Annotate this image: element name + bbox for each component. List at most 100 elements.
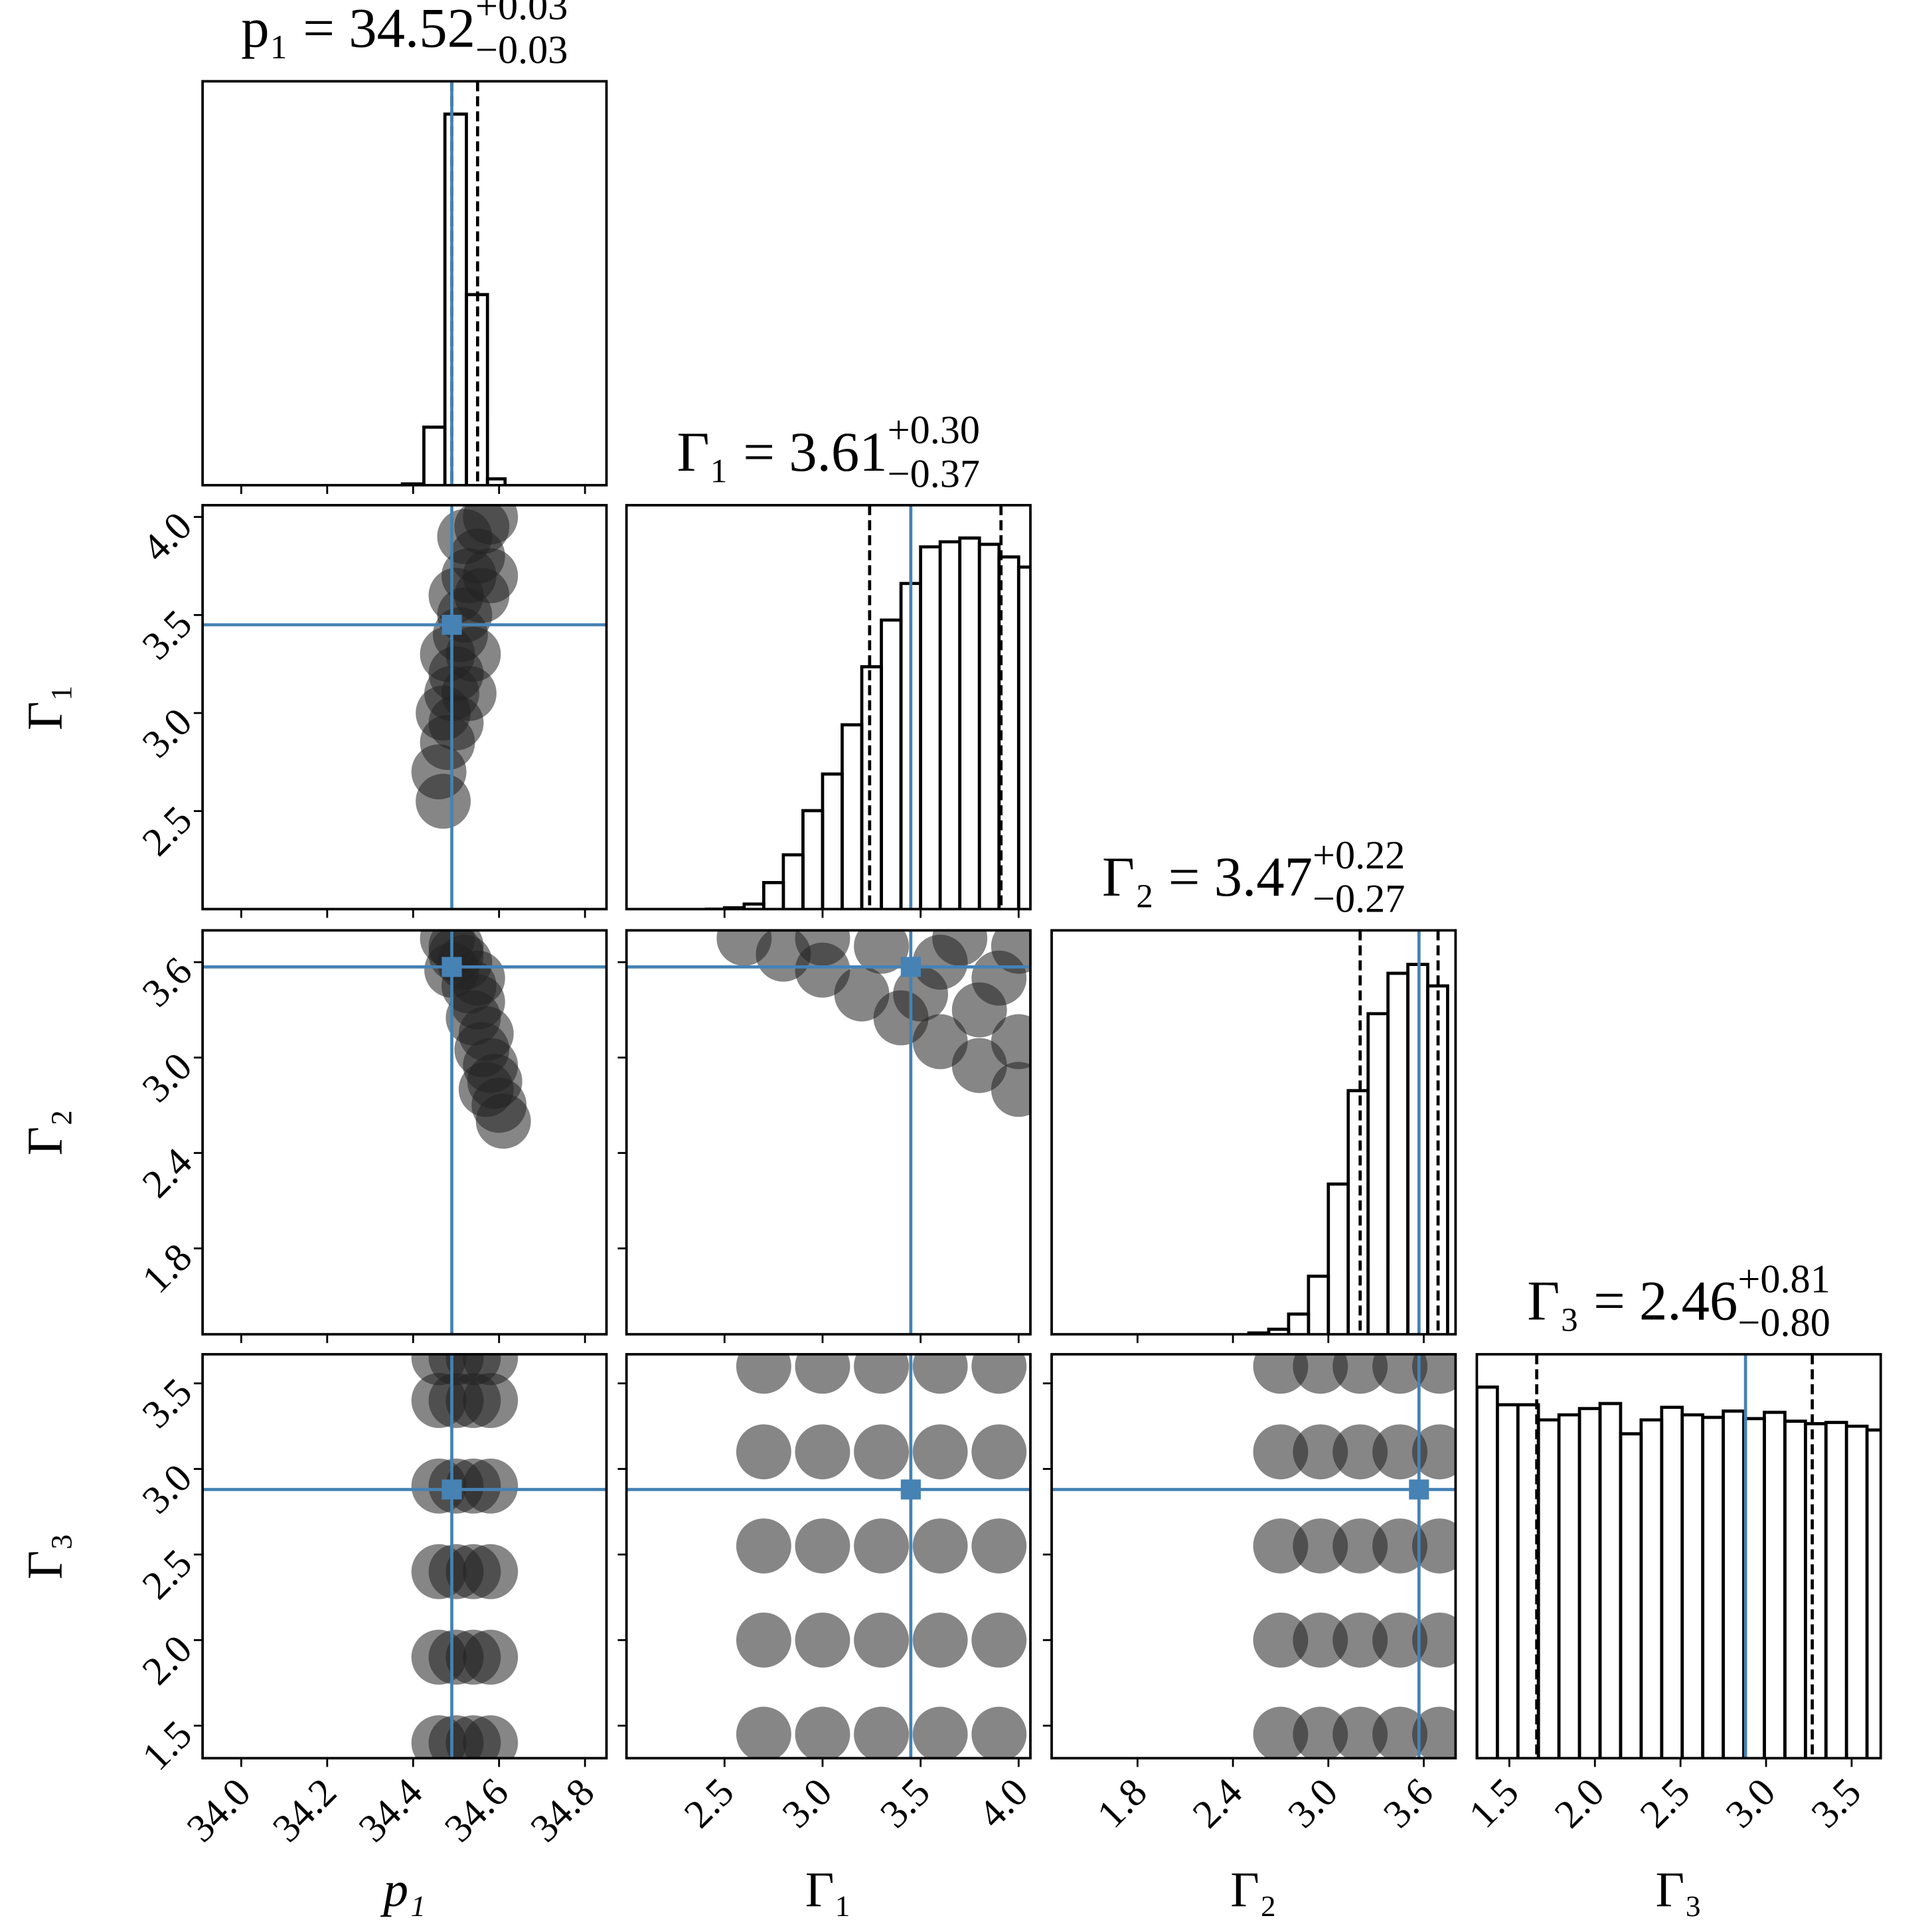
panel-title: Γ₂ = 3.47 xyxy=(1102,846,1313,908)
hist-bin xyxy=(1426,984,1449,1334)
hist-bin xyxy=(1701,1415,1725,1759)
hist-bin xyxy=(801,809,825,910)
panel-title: Γ₃ = 2.46 xyxy=(1527,1270,1737,1332)
panel-frame xyxy=(201,504,608,911)
panel-frame xyxy=(201,1352,608,1760)
hist-bin xyxy=(1287,1312,1311,1334)
sample-point xyxy=(854,1706,909,1759)
hist-bin xyxy=(1844,1424,1869,1759)
y-tick-label: 3.0 xyxy=(134,1455,201,1522)
panel xyxy=(202,505,607,910)
sample-point xyxy=(1293,1612,1348,1668)
y-axis-label: Γ₃ xyxy=(18,1533,73,1579)
hist-bin xyxy=(1366,1012,1390,1334)
hist-bin xyxy=(1346,1089,1370,1334)
sample-point xyxy=(971,1354,1027,1394)
x-axis-label: p₁ xyxy=(380,1862,426,1917)
panel-frame xyxy=(625,504,1032,911)
panel-frame xyxy=(201,80,608,487)
truth-marker xyxy=(1409,1479,1429,1500)
sample-point xyxy=(854,1424,909,1480)
y-tick-label: 2.0 xyxy=(134,1627,201,1694)
panel-frame xyxy=(201,929,608,1336)
hist-bin xyxy=(1307,1274,1330,1334)
hist-bin xyxy=(821,772,844,910)
sample-point xyxy=(795,1706,850,1759)
hist-bin xyxy=(1016,565,1030,910)
x-tick-label: 3.6 xyxy=(1375,1770,1442,1837)
hist-bin xyxy=(1660,1406,1684,1759)
panel-frame xyxy=(625,929,1032,1336)
hist-bin xyxy=(762,881,785,910)
y-tick-label: 1.5 xyxy=(134,1712,201,1779)
panel xyxy=(1477,1354,1881,1759)
hist-bin xyxy=(422,425,447,485)
sample-point xyxy=(1332,1706,1388,1759)
x-tick-label: 2.4 xyxy=(1184,1770,1251,1837)
sample-point xyxy=(1293,1424,1348,1480)
sample-point xyxy=(463,1715,519,1759)
panel xyxy=(400,81,507,485)
hist-bin xyxy=(1327,1182,1350,1334)
hist-bin xyxy=(938,540,962,910)
sample-point xyxy=(893,966,949,1022)
hist-bin xyxy=(1495,1403,1520,1759)
title-lower: −0.37 xyxy=(888,451,980,496)
panel xyxy=(1247,930,1449,1334)
hist-bin xyxy=(1783,1419,1807,1759)
sample-point xyxy=(912,1518,968,1573)
x-tick-label: 3.0 xyxy=(774,1770,841,1837)
sample-point xyxy=(736,1354,791,1394)
title-upper: +0.03 xyxy=(475,0,568,29)
hist-bin xyxy=(1577,1407,1602,1759)
title-lower: −0.80 xyxy=(1737,1301,1830,1345)
title-upper: +0.22 xyxy=(1313,833,1405,878)
sample-point xyxy=(854,1612,909,1668)
y-tick-label: 4.0 xyxy=(134,503,201,570)
hist-bin xyxy=(1803,1422,1828,1759)
x-tick-label: 3.0 xyxy=(1718,1770,1785,1837)
sample-point xyxy=(912,1706,968,1759)
y-axis-label: Γ₁ xyxy=(18,684,73,730)
sample-point xyxy=(441,666,497,721)
truth-marker xyxy=(442,1479,462,1500)
x-tick-label: 34.8 xyxy=(522,1770,603,1851)
sample-point xyxy=(854,1354,909,1394)
sample-point xyxy=(1412,1518,1456,1573)
sample-point xyxy=(854,930,909,974)
sample-point xyxy=(991,1014,1030,1070)
sample-point xyxy=(795,1354,850,1394)
y-tick-label: 3.5 xyxy=(134,602,201,669)
hist-bin xyxy=(1639,1418,1664,1759)
hist-bin xyxy=(1865,1428,1881,1759)
sample-point xyxy=(991,930,1030,974)
sample-point xyxy=(1293,1518,1348,1573)
sample-point xyxy=(912,1354,968,1394)
sample-point xyxy=(1253,1424,1309,1480)
sample-point xyxy=(736,1424,791,1480)
sample-point xyxy=(1412,1706,1456,1759)
sample-point xyxy=(1332,1612,1388,1668)
sample-point xyxy=(912,1424,968,1480)
x-axis-label: Γ₁ xyxy=(805,1862,852,1917)
hist-bin xyxy=(1824,1421,1848,1759)
sample-point xyxy=(449,950,505,1006)
hist-bin xyxy=(485,477,507,485)
sample-point xyxy=(971,1612,1027,1668)
sample-point xyxy=(951,982,1007,1038)
hist-bin xyxy=(1536,1418,1561,1759)
sample-point xyxy=(463,505,519,545)
y-tick-label: 2.4 xyxy=(134,1139,201,1206)
truth-marker xyxy=(442,615,462,635)
panel-title: Γ₁ = 3.61 xyxy=(677,421,888,483)
hist-bin xyxy=(1619,1432,1643,1759)
sample-point xyxy=(1253,1518,1309,1573)
y-axis-label: Γ₂ xyxy=(18,1109,73,1156)
y-tick-label: 3.0 xyxy=(134,1044,201,1111)
panel-frame xyxy=(1050,929,1457,1336)
panel xyxy=(704,505,1030,910)
sample-point xyxy=(991,1062,1030,1117)
sample-point xyxy=(1372,1424,1427,1480)
sample-point xyxy=(1253,1706,1309,1759)
